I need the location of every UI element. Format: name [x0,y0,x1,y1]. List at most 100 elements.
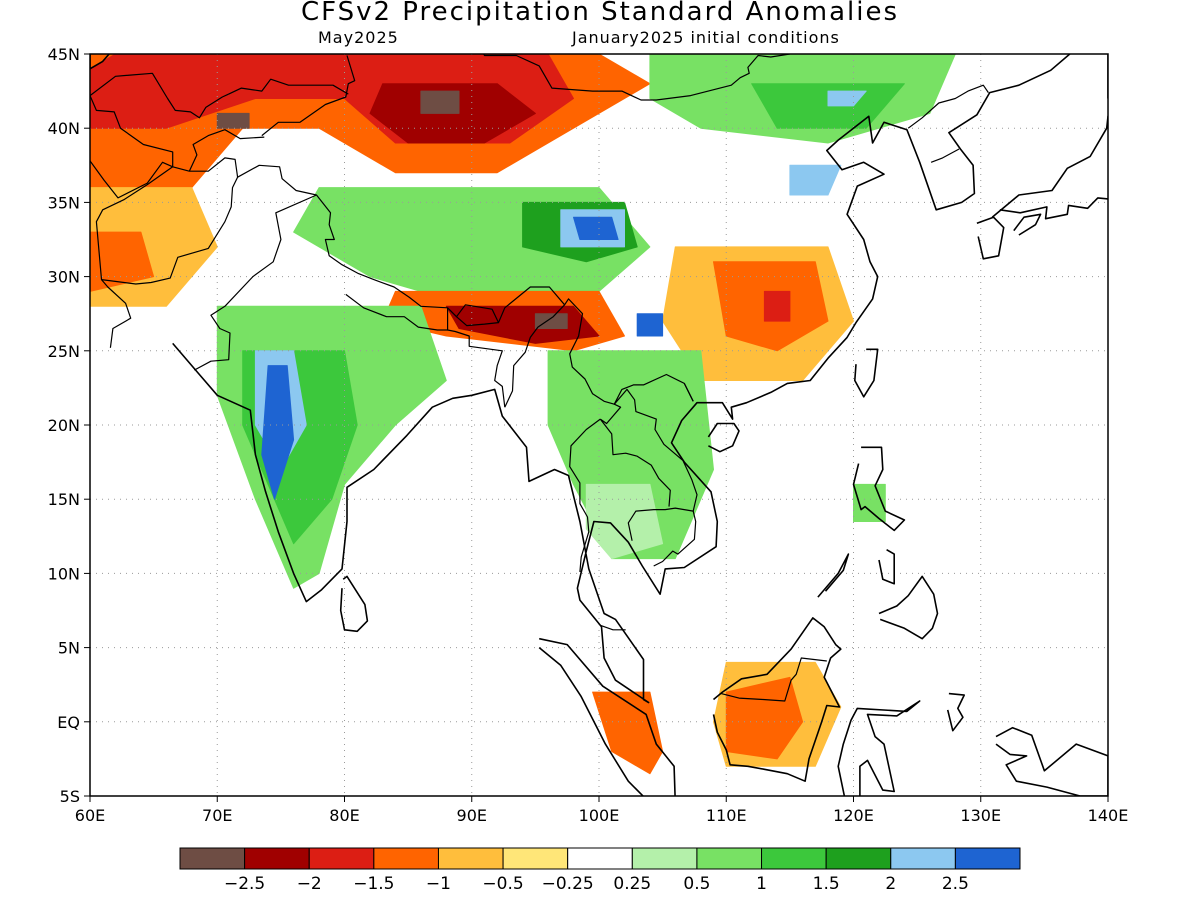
colorbar-label: 0.25 [613,874,651,894]
coastline-japan-kyushu [976,216,1005,260]
anomaly-region-north-china-blue [789,164,842,196]
colorbar-swatch [696,847,763,870]
anomaly-shading [90,54,956,775]
border-china-vietnam [683,383,694,402]
y-tick-label: 15N [48,490,80,509]
coastline-mindanao [878,575,939,640]
colorbar-swatch [890,847,956,870]
border-uzbek-kaz [90,72,229,119]
coastline-india [172,54,1071,704]
border-cambodia-vietnam [653,510,697,567]
colorbar-swatch [567,847,633,870]
map-title: CFSv2 Precipitation Standard Anomalies [300,0,900,27]
colorbar-label: 2 [885,874,896,894]
border-bhutan [456,316,499,327]
colorbar-label: 1.5 [813,874,840,894]
y-tick-label: EQ [57,713,80,732]
colorbar-swatch [179,847,246,870]
border-nepal-south [345,293,449,331]
anomaly-region-south-china-core [763,290,791,322]
x-tick-label: 60E [75,806,105,825]
anomaly-region-philippines-wet [853,483,886,522]
border-india-pakistan [194,194,317,371]
y-tick-label: 45N [48,45,80,64]
initial-conditions-label: January2025 initial conditions [572,28,840,47]
colorbar-label: −1 [426,874,451,894]
country-borders [90,54,989,702]
coastline-philippines-mid [878,549,896,585]
coastline-palawan [817,553,850,598]
border-laos [599,388,698,541]
y-axis-ticks: 45N 40N 35N 30N 25N 20N 15N 10N 5N EQ 5S [48,45,90,806]
border-kyrgyz-tajik [188,129,265,172]
coastline-sumatra [538,637,676,796]
anomaly-region-northwest-core-brown [216,112,250,129]
anomaly-region-qinghai-deep-blue [573,216,619,240]
y-tick-label: 5S [60,787,80,806]
coastlines [90,36,1108,796]
x-tick-label: 70E [202,806,232,825]
coastline-taiwan [853,348,879,398]
border-afghanistan [101,176,239,285]
x-tick-label: 90E [457,806,487,825]
y-tick-label: 25N [48,342,80,361]
border-malaysia-thai [600,624,626,631]
coastline-sulawesi [837,700,921,796]
border-mongolia-south [483,54,790,101]
colorbar-label: −1.5 [353,874,394,894]
anomaly-region-north-core-brown [420,90,460,114]
border-korea-dmz [930,148,960,163]
border-china-north [261,55,356,137]
anomaly-region-borneo-strong-dry [725,676,804,760]
coastline-borneo [712,617,842,783]
anomaly-region-india-deep-blue [261,365,295,500]
x-axis-ticks: 60E 70E 80E 90E 100E 110E 120E 130E 140E [75,796,1129,825]
coastline-new-guinea-west [995,726,1108,796]
colorbar-swatch [825,847,892,870]
y-tick-label: 30N [48,268,80,287]
colorbar: −2.5 −2 −1.5 −1 −0.5 −0.25 0.25 0.5 1 1.5 2 2.5 [179,847,1021,894]
colorbar-label: −0.5 [482,874,523,894]
border-kyrgyz-kaz [228,78,349,95]
x-tick-label: 120E [833,806,874,825]
colorbar-label: −2 [297,874,322,894]
colorbar-swatch [954,847,1021,870]
colorbar-label: 2.5 [942,874,969,894]
border-thai-laos [599,418,671,507]
coastline-japan-honshu [991,115,1108,220]
colorbar-label: −2.5 [224,874,265,894]
colorbar-swatch [437,847,504,870]
border-myanmar-thai [569,418,601,572]
y-tick-label: 10N [48,564,80,583]
anomaly-region-yunnan-blue [636,313,664,337]
colorbar-swatch [373,847,439,870]
coastline-japan-hokkaido [1107,54,1108,99]
y-tick-label: 35N [48,193,80,212]
colorbar-swatch [631,847,698,870]
anomaly-region-sumatra-dry [592,691,664,775]
x-tick-label: 80E [329,806,359,825]
y-tick-label: 40N [48,119,80,138]
valid-month-label: May2025 [318,28,399,47]
border-turkmen [90,95,174,199]
anomaly-region-northeast-china-light [827,90,867,107]
border-bangladesh [447,329,506,408]
coastline-japan-shikoku [1013,213,1042,236]
y-tick-label: 5N [58,639,80,658]
border-borneo-internal [721,657,827,702]
x-tick-label: 110E [706,806,747,825]
x-tick-label: 140E [1088,806,1129,825]
gridlines [90,54,1108,796]
coastline-sri-lanka [339,575,369,633]
x-tick-label: 130E [960,806,1001,825]
anomaly-region-iran-strong-dry [90,231,155,292]
colorbar-label: 0.5 [683,874,710,894]
x-tick-label: 100E [579,806,620,825]
coastline-lake-balkhash [262,36,332,52]
colorbar-label: −0.25 [542,874,594,894]
coastline-hainan [707,422,740,453]
border-china-korea [907,84,989,129]
coastline-luzon [852,446,906,532]
border-pakistan-iran [95,157,694,405]
